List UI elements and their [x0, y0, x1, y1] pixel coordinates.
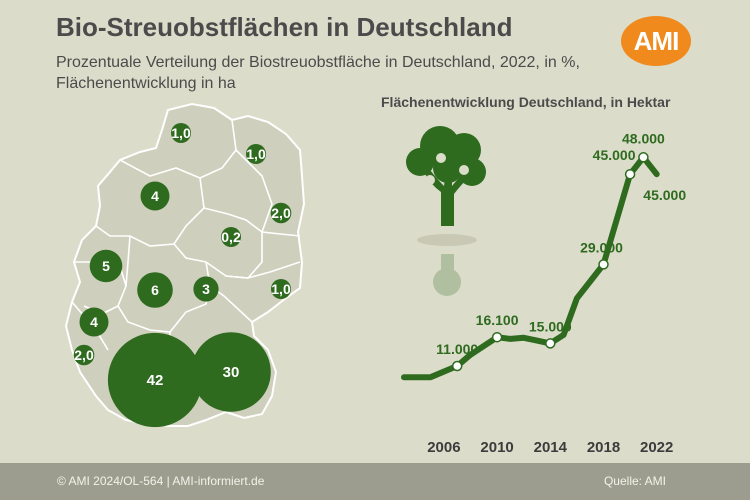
state-bubble-label: 2,0 — [74, 347, 94, 363]
footer-copyright: © AMI 2024/OL-564 | AMI-informiert.de — [57, 474, 265, 488]
data-label: 45.000 — [593, 147, 636, 163]
state-bubble — [140, 181, 170, 211]
footer-source: Quelle: AMI — [603, 474, 666, 488]
data-label: 45.000 — [643, 187, 686, 203]
state-bubble-label: 2,0 — [271, 205, 291, 221]
state-bubble — [171, 123, 191, 143]
state-bubble-label: 4 — [151, 188, 159, 204]
data-point-marker — [451, 360, 463, 372]
data-point-marker — [491, 331, 503, 343]
x-tick-label: 2022 — [640, 439, 673, 456]
tree-icon — [406, 126, 486, 296]
state-bubble — [221, 227, 241, 247]
data-point-marker — [638, 152, 649, 163]
state-bubble-label: 30 — [223, 364, 240, 381]
state-bubble-label: 3 — [202, 281, 210, 297]
state-bubble-label: 6 — [151, 282, 159, 298]
data-point-marker — [624, 168, 636, 180]
x-tick-label: 2010 — [480, 439, 513, 456]
state-bubble-label: 0,2 — [221, 229, 241, 245]
data-label: 48.000 — [622, 130, 665, 146]
state-bubble-label: 42 — [147, 372, 164, 389]
line-chart-title: Flächenentwicklung Deutschland, in Hekta… — [381, 94, 671, 110]
footer-bar: © AMI 2024/OL-564 | AMI-informiert.de Qu… — [0, 463, 750, 500]
data-point-marker — [545, 338, 556, 349]
data-label: 11.000 — [436, 341, 478, 357]
state-bubble — [79, 307, 109, 337]
x-tick-label: 2018 — [587, 439, 620, 456]
x-tick-label: 2014 — [534, 439, 568, 456]
state-bubble — [193, 276, 219, 302]
page-title: Bio-Streuobstflächen in Deutschland — [56, 12, 513, 42]
x-axis-ticks: 2006 2010 2014 2018 2022 — [427, 439, 673, 456]
state-bubble — [191, 332, 271, 412]
state-bubble — [73, 344, 95, 366]
state-bubble — [246, 144, 266, 164]
data-label: 29.000 — [580, 239, 623, 255]
state-bubble — [271, 279, 291, 299]
state-bubble-label: 1,0 — [246, 146, 266, 162]
x-tick-label: 2006 — [427, 439, 460, 456]
state-bubble-label: 4 — [90, 314, 98, 330]
state-bubble-label: 1,0 — [271, 281, 291, 297]
state-bubble — [270, 202, 292, 224]
state-bubble-label: 5 — [102, 258, 110, 274]
state-bubble-label: 1,0 — [171, 125, 191, 141]
data-point-marker — [598, 259, 609, 270]
ami-logo: AMI — [621, 16, 691, 66]
state-bubble — [107, 332, 203, 428]
state-bubble — [137, 272, 173, 308]
state-bubble — [89, 249, 123, 283]
state-bubbles: 1,0 1,0 4 2,0 0,2 5 6 3 1,0 4 2,0 42 30 — [73, 123, 292, 428]
data-label: 15.000 — [529, 318, 572, 334]
page-subtitle: Prozentuale Verteilung der Biostreuobstf… — [56, 54, 580, 92]
data-label: 16.100 — [476, 312, 519, 328]
